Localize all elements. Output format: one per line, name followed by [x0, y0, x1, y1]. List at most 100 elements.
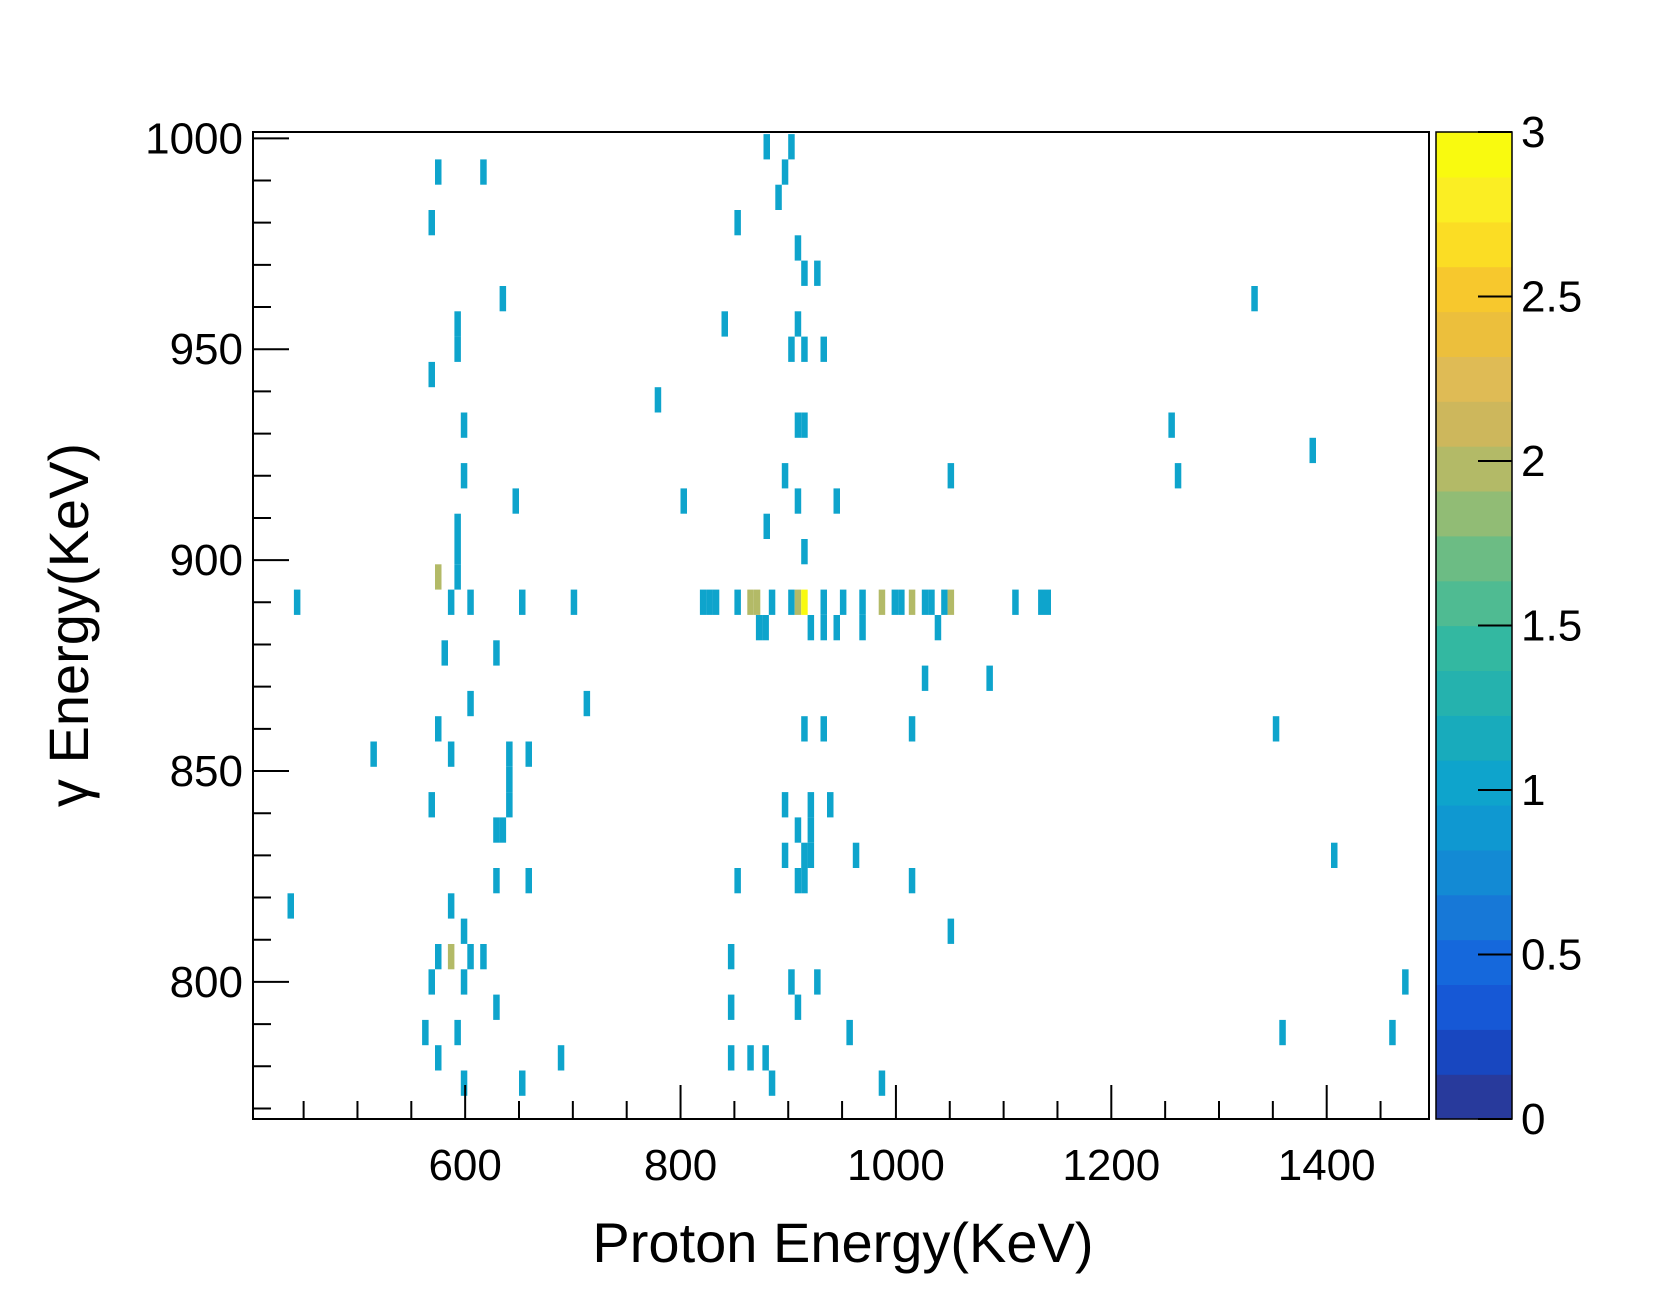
heatmap-cell	[287, 893, 294, 919]
colorbar-segment	[1436, 1074, 1512, 1120]
heatmap-cell	[1279, 1019, 1286, 1046]
x-tick-label: 1200	[1062, 1141, 1160, 1190]
heatmap-cell	[801, 589, 808, 615]
heatmap-cell	[1402, 969, 1409, 995]
x-axis: 600 800 1000 1200 1400	[302, 1085, 1382, 1190]
heatmap-cell	[908, 868, 916, 894]
heatmap-cell	[859, 615, 866, 641]
heatmap-cell	[727, 994, 735, 1020]
heatmap-cell	[921, 665, 929, 691]
heatmap-cell	[807, 615, 815, 641]
heatmap-cell	[794, 235, 802, 261]
heatmap-cell	[493, 640, 500, 666]
heatmap-cell	[428, 969, 435, 995]
heatmap-cell	[807, 817, 815, 843]
heatmap-cell	[428, 361, 435, 388]
heatmap-cell	[435, 1045, 442, 1071]
heatmap-cell	[712, 589, 720, 615]
heatmap-cell	[898, 589, 905, 615]
heatmap-cell	[820, 716, 827, 742]
heatmap-cell	[435, 944, 442, 970]
heatmap-cell	[947, 589, 955, 615]
heatmap-cell	[891, 589, 899, 615]
heatmap-cell	[781, 842, 789, 868]
colorbar-segment	[1436, 849, 1512, 896]
y-tick-label: 900	[170, 536, 243, 585]
colorbar-segment	[1436, 580, 1512, 627]
colorbar-segment	[1436, 894, 1512, 941]
heatmap-cell	[781, 159, 789, 185]
heatmap-cell	[734, 210, 741, 236]
heatmap-cell	[801, 260, 808, 286]
heatmap-cell	[1331, 842, 1338, 868]
x-tick-label: 1000	[847, 1141, 945, 1190]
y-axis: 800 850 900 950 1000	[145, 114, 289, 1110]
heatmap-cell	[747, 589, 754, 615]
heatmap-cell	[447, 741, 455, 767]
heatmap-cell	[422, 1019, 429, 1046]
heatmap-cell	[506, 792, 513, 818]
heatmap-cell	[794, 817, 802, 843]
heatmap-cell	[801, 336, 808, 362]
heatmap-cell	[525, 741, 532, 767]
heatmap-cell	[1168, 412, 1175, 438]
heatmap-cell	[447, 944, 455, 970]
heatmap-cell	[499, 286, 507, 312]
heatmap-cell	[788, 589, 795, 615]
heatmap-cell	[794, 868, 802, 894]
heatmap-cell	[447, 893, 455, 919]
heatmap-cell	[908, 589, 916, 615]
plot-frame	[252, 131, 1430, 1120]
heatmap-cell	[460, 1070, 468, 1096]
colorbar-tick-label: 1.5	[1521, 602, 1582, 651]
x-tick-label: 1400	[1278, 1141, 1376, 1190]
heatmap-cell	[493, 817, 500, 843]
heatmap-cell	[454, 564, 461, 590]
heatmap-cell	[781, 463, 789, 489]
heatmap-cell	[454, 539, 461, 565]
heatmap-cell	[908, 716, 916, 742]
heatmap-cell	[986, 665, 993, 691]
y-tick-label: 1000	[145, 114, 243, 163]
heatmap-cell	[460, 412, 468, 438]
heatmap-cell	[794, 412, 802, 438]
heatmap-cell	[454, 513, 461, 539]
colorbar-tick-label: 3	[1521, 108, 1545, 157]
heatmap-cell	[721, 311, 728, 337]
x-axis-title: Proton Energy(KeV)	[592, 1211, 1093, 1274]
heatmap-cell	[747, 1045, 754, 1071]
heatmap-cell	[1174, 463, 1182, 489]
heatmap-cell	[1251, 286, 1258, 312]
heatmap-cell	[753, 589, 761, 615]
heatmap-cell	[435, 564, 442, 590]
heatmap-cell	[807, 842, 815, 868]
heatmap-cell	[1309, 437, 1316, 464]
heatmap-cell	[734, 868, 741, 894]
heatmap-cells	[287, 134, 1409, 1096]
heatmap-cell	[763, 134, 770, 160]
heatmap-cell	[583, 690, 591, 717]
heatmap-cell	[833, 615, 840, 641]
colorbar-segment	[1436, 1029, 1512, 1075]
colorbar-segment	[1436, 176, 1512, 223]
heatmap-cell	[794, 311, 802, 337]
heatmap-cell	[820, 336, 827, 362]
heatmap-cell	[447, 589, 455, 615]
colorbar-tick-label: 1	[1521, 766, 1545, 815]
y-tick-label: 800	[170, 958, 243, 1007]
heatmap-cell	[467, 589, 474, 615]
heatmap-cell	[763, 513, 770, 539]
colorbar-segment	[1436, 490, 1512, 537]
heatmap-cell	[570, 589, 578, 615]
heatmap-cell	[878, 1070, 886, 1096]
heatmap-cell	[493, 868, 500, 894]
colorbar-segment	[1436, 401, 1512, 447]
heatmap-cell	[788, 969, 795, 995]
colorbar-segment	[1436, 625, 1512, 671]
colorbar: 0 0.5 1 1.5 2 2.5 3	[1435, 108, 1582, 1144]
heatmap-cell	[480, 159, 487, 185]
heatmap-cell	[1012, 589, 1019, 615]
heatmap-cell	[428, 210, 435, 236]
